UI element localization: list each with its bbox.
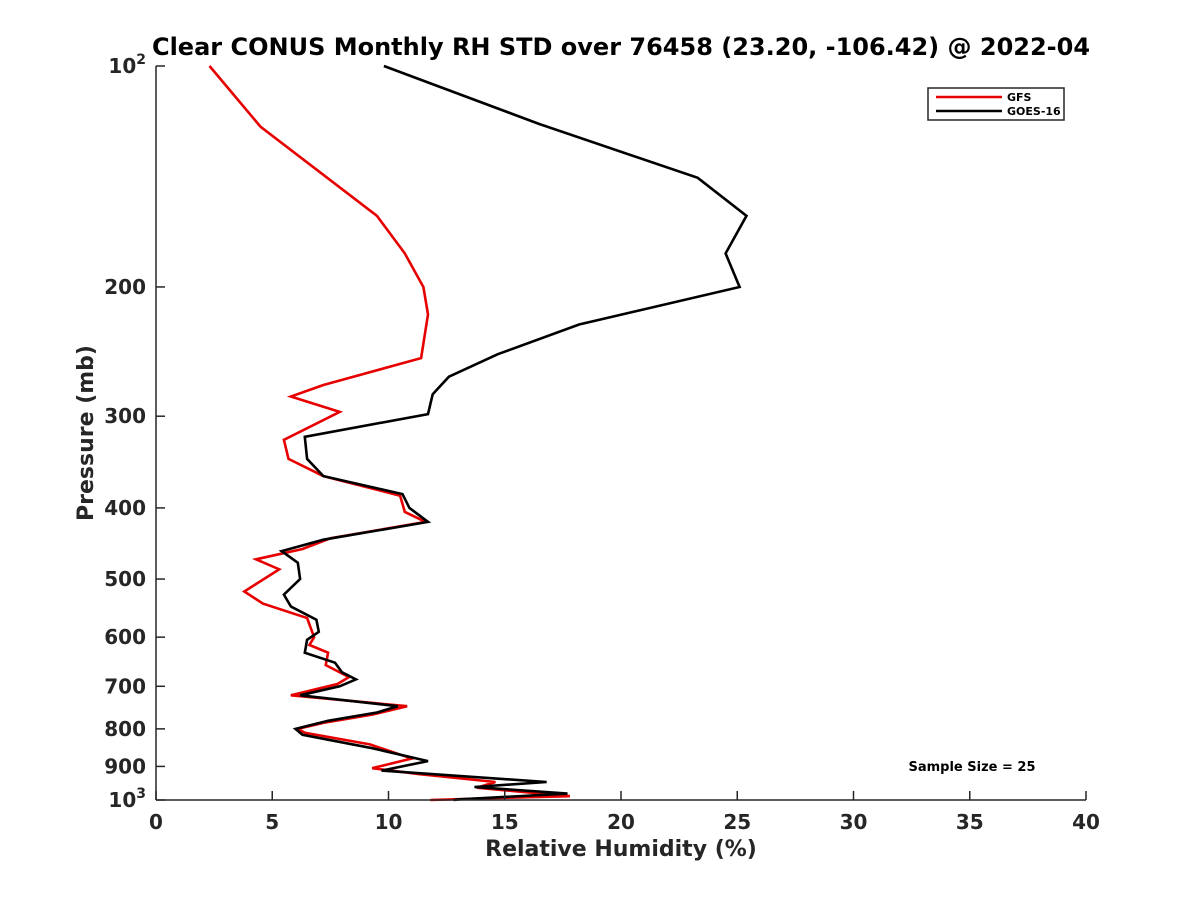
series-line-goes16 [278,64,749,802]
y-tick-label: 700 [104,674,146,698]
legend-label-gfs: GFS [1007,91,1032,104]
y-tick-label-base: 10 [108,788,136,812]
y-tick-label: 300 [104,404,146,428]
y-tick-label-base: 10 [108,54,136,78]
x-tick-label: 30 [840,810,868,834]
y-tick-label-base: 200 [104,275,146,299]
sample-size-annotation: Sample Size = 25 [908,760,1035,775]
y-tick-label-base: 600 [104,625,146,649]
y-tick-label: 400 [104,496,146,520]
series-layer [208,64,749,802]
y-tick-label: 103 [108,786,146,812]
chart-title: Clear CONUS Monthly RH STD over 76458 (2… [152,33,1090,61]
series-line-gfs [208,65,571,802]
y-tick-label-base: 700 [104,674,146,698]
y-tick-label: 102 [108,52,146,78]
legend-label-goes16: GOES-16 [1007,105,1061,118]
y-tick-label-exponent: 3 [136,786,146,802]
y-tick-label: 500 [104,567,146,591]
x-tick-label: 5 [265,810,279,834]
legend-box [927,87,1065,121]
x-tick-label: 15 [491,810,519,834]
y-tick-label-base: 400 [104,496,146,520]
x-tick-label: 25 [723,810,751,834]
x-axis-label: Relative Humidity (%) [485,837,757,862]
y-tick-label-base: 900 [104,754,146,778]
x-tick-label: 35 [956,810,984,834]
y-tick-label: 900 [104,754,146,778]
y-tick-label: 600 [104,625,146,649]
x-tick-label: 10 [375,810,403,834]
x-axis-ticks: 0 5 10 15 20 25 30 35 40 [149,791,1100,834]
y-tick-label-base: 800 [104,717,146,741]
y-tick-label: 800 [104,717,146,741]
x-tick-label: 20 [607,810,635,834]
y-tick-label-base: 300 [104,404,146,428]
y-tick-label-base: 500 [104,567,146,591]
y-tick-label: 200 [104,275,146,299]
y-tick-label-exponent: 2 [136,52,146,68]
x-tick-label: 40 [1072,810,1100,834]
x-tick-label: 0 [149,810,163,834]
legend: GFS GOES-16 [927,87,1065,121]
y-axis-label: Pressure (mb) [74,345,99,521]
